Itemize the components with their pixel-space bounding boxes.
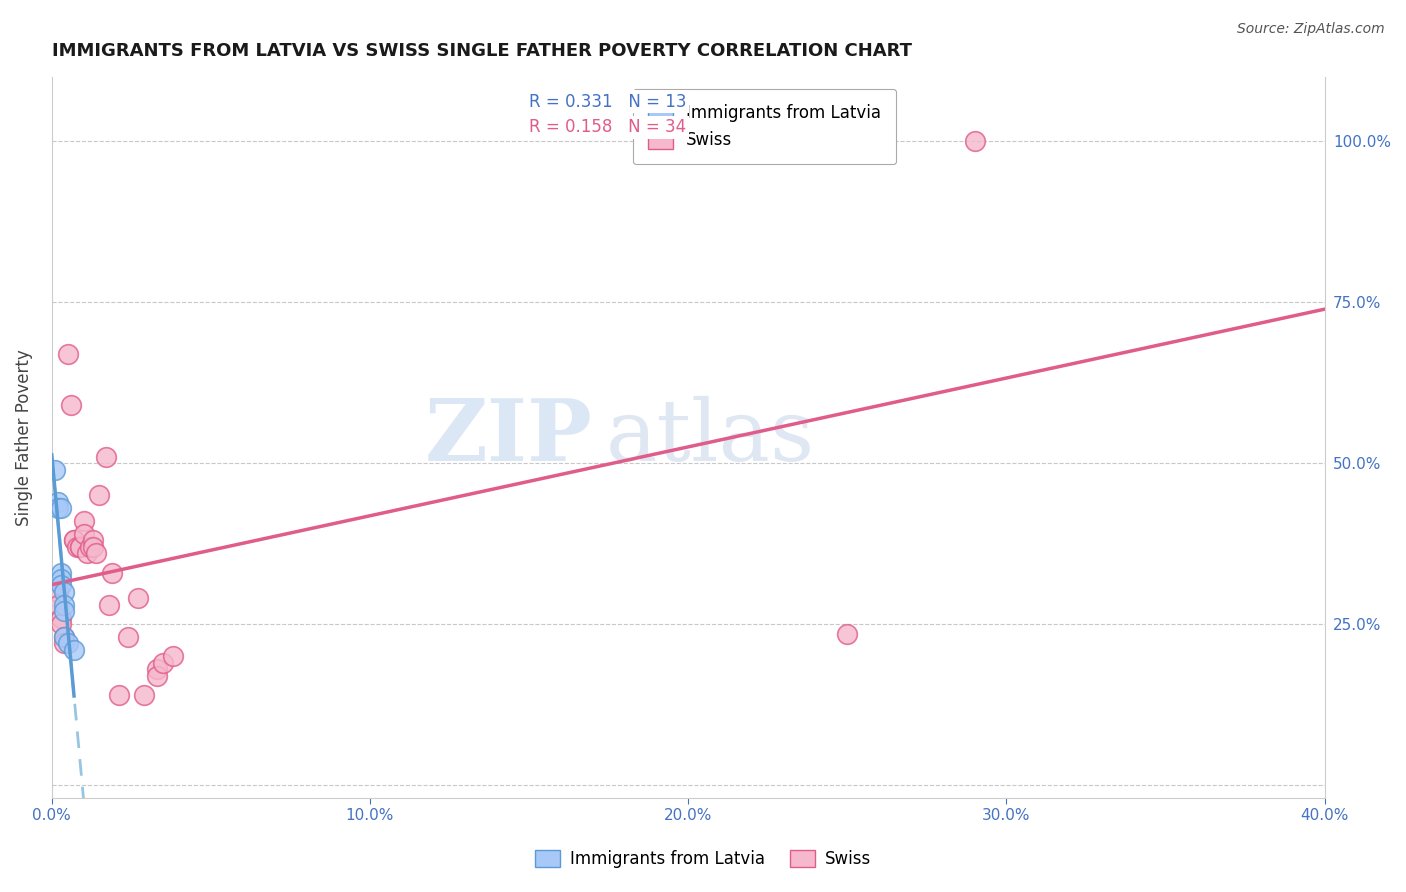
Legend: Immigrants from Latvia, Swiss: Immigrants from Latvia, Swiss [529,843,877,875]
Point [59,398,82,412]
Point [98,598,121,612]
Point [53,598,76,612]
Text: IMMIGRANTS FROM LATVIA VS SWISS SINGLE FATHER POVERTY CORRELATION CHART: IMMIGRANTS FROM LATVIA VS SWISS SINGLE F… [52,42,911,60]
Point [44,462,66,476]
Point [53,604,76,618]
Legend: Immigrants from Latvia, Swiss: Immigrants from Latvia, Swiss [633,88,896,164]
Point [162,649,184,664]
Point [53,585,76,599]
Point [101,566,124,580]
Point [72,514,94,528]
Point [145,662,167,676]
Point [145,668,167,682]
Point [46,501,69,516]
Point [69,540,91,554]
Point [53,636,76,650]
Text: atlas: atlas [606,396,814,479]
Point [152,656,174,670]
Point [66,540,89,554]
Point [53,630,76,644]
Text: R = 0.331   N = 13: R = 0.331 N = 13 [529,93,686,111]
Point [69,540,91,554]
Point [837,627,859,641]
Point [56,346,79,360]
Point [46,598,69,612]
Point [127,591,149,606]
Point [76,546,98,560]
Point [79,540,101,554]
Point [107,688,129,702]
Point [46,494,69,508]
Y-axis label: Single Father Poverty: Single Father Poverty [15,349,32,525]
Point [117,630,139,644]
Point [56,636,79,650]
Point [963,134,986,148]
Point [132,688,155,702]
Point [51,617,73,632]
Point [51,578,73,592]
Point [63,643,86,657]
Point [82,540,104,554]
Point [51,566,73,580]
Point [63,533,86,548]
Text: Source: ZipAtlas.com: Source: ZipAtlas.com [1237,22,1385,37]
Point [51,501,73,516]
Point [82,533,104,548]
Point [89,488,111,502]
Point [84,546,107,560]
Point [53,630,76,644]
Point [51,572,73,586]
Point [94,450,117,464]
Point [63,533,86,548]
Point [72,527,94,541]
Text: R = 0.158   N = 34: R = 0.158 N = 34 [529,118,686,136]
Point [51,610,73,624]
Point [46,585,69,599]
Text: ZIP: ZIP [425,395,593,479]
